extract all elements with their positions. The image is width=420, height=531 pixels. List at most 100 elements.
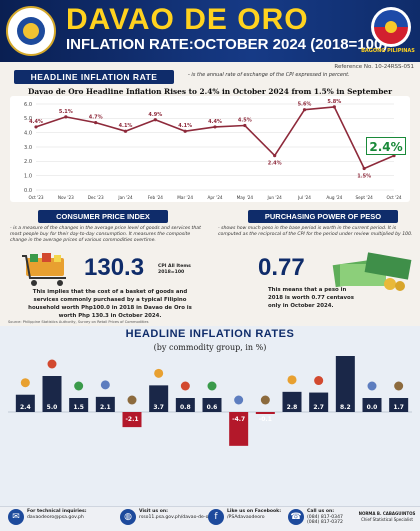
commodity-value-label: 3.7 [153,404,164,411]
header-banner [0,0,420,62]
commodity-value-label: 5.0 [47,404,58,411]
commodity-bar [42,376,62,412]
cpi-implication: This implies that the cost of a basket o… [28,289,192,319]
alcohol-tobacco-icon [74,381,84,391]
headline-inflation-line-chart: 0.0 1.0 2.0 3.0 4.0 5.0 6.0 4.4% Oct '23 5.1% Nov … [10,96,410,202]
commodity-bar [229,412,249,446]
cpi-base-year: 2018=100 [158,270,185,275]
x-tick-label: Jul '24 [297,195,311,200]
headline-inflation-tag: HEADLINE INFLATION RATE [14,70,174,84]
shopping-cart-icon [22,253,66,286]
facebook-icon: f [208,509,224,525]
commodity-value-label: 1.5 [73,404,84,411]
x-tick-label: Apr '24 [207,195,222,200]
ppp-tag: PURCHASING POWER OF PESO [248,210,398,223]
commodity-bar [175,398,195,412]
commodity-value-label: -2.1 [125,416,138,423]
x-tick-label: Jun '24 [266,195,282,200]
data-label: 5.8% [327,99,341,105]
housing-icon [127,395,137,405]
data-label: 4.1% [178,123,192,129]
x-tick-label: Feb '24 [148,195,164,200]
bagong-pilipinas-logo-icon [371,7,411,47]
commodity-value-label: 0.0 [367,404,378,411]
y-tick-label: 3.0 [24,145,32,151]
data-point [94,121,98,125]
ppp-definition: - shows how much peso in the base period… [218,226,413,237]
y-tick-label: 2.0 [24,159,32,165]
email-icon: ✉ [8,509,24,525]
tech-inquiries: For technical inquiries: davaodeoro@psa.g… [27,509,87,520]
commodity-bar [95,396,115,412]
commodity-value-label: 8.2 [340,404,351,411]
bagong-pilipinas-label: BAGONG PILIPINAS [361,48,415,54]
data-label: 2.4% [268,161,282,167]
facebook-link[interactable]: /PSAdavaodeoro [227,514,265,520]
phone-number-1: (084) 817-0347 [307,514,343,520]
source-note: Source: Philippine Statistics Authority,… [8,320,149,324]
data-label: 4.7% [89,115,103,121]
x-tick-label: Mar '24 [177,195,193,200]
data-point [34,125,38,129]
page-title: DAVAO DE ORO [66,3,309,36]
restaurant-icon [314,376,324,386]
personal-care-icon [367,381,377,391]
y-tick-label: 0.0 [24,188,32,194]
ppp-value: 0.77 [258,254,305,281]
officer-name: NORMA B. CABAGUINTOS [358,511,416,516]
data-label: 4.4% [208,119,222,125]
globe-icon: ◍ [120,509,136,525]
commodity-value-label: 0.8 [180,404,191,411]
y-tick-label: 6.0 [24,102,32,108]
all-items-icon [20,378,30,388]
tech-email[interactable]: davaodeoro@psa.gov.ph [27,514,84,520]
clothing-icon [100,380,110,390]
commodity-value-label: -0.1 [259,416,272,423]
ppp-meaning: This means that a peso in 2018 is worth … [268,287,354,309]
data-point [273,154,277,158]
data-point [302,108,307,112]
line-chart-title: Davao de Oro Headline Inflation Rises to… [28,87,392,96]
recreation-icon [260,395,270,405]
officer: NORMA B. CABAGUINTOS Chief Statistical Sp… [356,511,418,522]
data-point [332,105,336,109]
facebook: Like us on Facebook:/PSAdavaodeoro [227,509,281,520]
latest-inflation-callout: 2.4% [366,137,406,155]
x-tick-label: Jan '24 [117,195,133,200]
misc-icon [394,381,404,391]
education-icon [287,375,297,385]
commodity-bar [362,398,382,412]
y-tick-label: 5.0 [24,116,32,122]
website-link[interactable]: rsso11.psa.gov.ph/davao-de-oro [139,514,214,520]
phone: Call us on: (084) 817-0347 (084) 817-0372 [307,509,343,526]
commodity-bar [255,412,275,414]
information-icon [234,395,244,405]
data-point [213,125,217,129]
commodity-bar-chart: 2.4 5.0 1.5 2.1 -2.1 3.7 0.8 0.6 -4.7 -0.1 2.8 2.7 8… [8,356,412,446]
data-point [123,129,128,133]
x-tick-label: May '24 [237,195,254,200]
commodity-bar [202,398,222,412]
commodity-value-label: 0.6 [207,404,218,411]
data-label: 4.1% [119,123,133,129]
x-tick-label: Oct '23 [28,195,43,200]
reference-number: Reference No. 10-24RSS-051 [334,64,414,70]
commodity-bar [335,356,355,412]
commodity-bar [15,394,35,412]
page-subtitle: INFLATION RATE:OCTOBER 2024 (2018=100) [66,36,388,53]
phone-number-2: (084) 817-0372 [307,520,343,526]
health-icon [180,381,190,391]
commodity-bar [69,398,89,412]
commodity-bar [149,385,169,412]
commodity-value-label: 1.7 [393,404,404,411]
commodity-subtitle: (by commodity group, in %) [153,343,267,352]
data-point [362,166,366,171]
cpi-value: 130.3 [84,254,145,281]
data-label: 1.5% [357,174,371,180]
data-label: 5.1% [59,109,73,115]
x-tick-label: Dec '23 [88,195,104,200]
data-point [153,118,157,122]
commodity-bar [282,391,302,412]
data-label: 4.5% [238,118,252,124]
y-tick-label: 4.0 [24,130,32,136]
